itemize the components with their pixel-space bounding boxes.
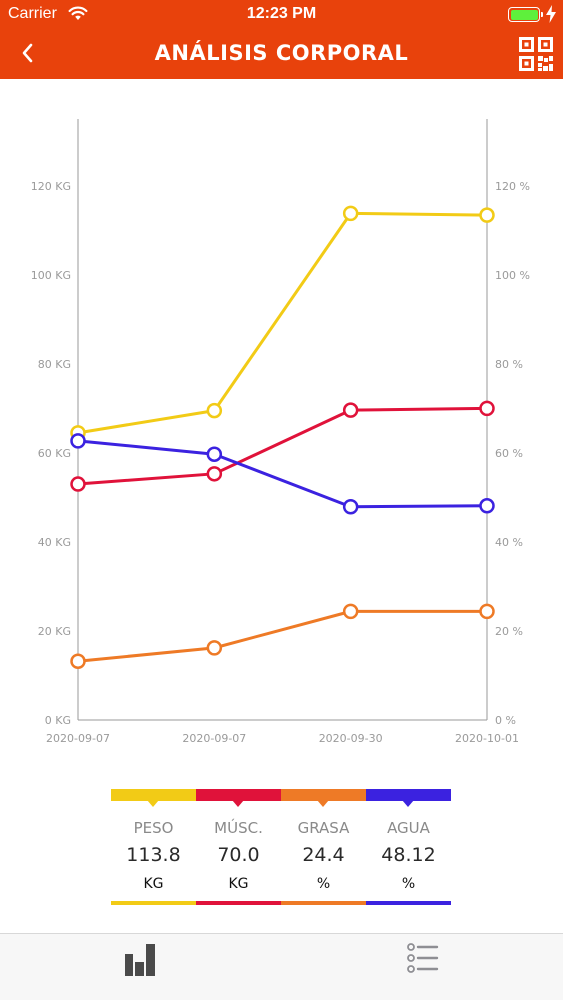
data-point-peso xyxy=(479,207,495,223)
left-axis-tick-label: 80 KG xyxy=(38,358,71,371)
series-line-agua xyxy=(77,439,488,509)
left-axis-tick-label: 120 KG xyxy=(31,180,71,193)
list-icon xyxy=(406,943,438,973)
right-axis-tick-label: 40 % xyxy=(495,536,523,549)
x-axis-tick-label: 2020-09-07 xyxy=(46,732,110,745)
legend-underline-peso xyxy=(111,901,196,905)
left-axis-tick-label: 40 KG xyxy=(38,536,71,549)
tab-bar xyxy=(0,933,563,1000)
x-axis-tick-label: 2020-09-07 xyxy=(182,732,246,745)
legend-unit: KG xyxy=(143,876,164,892)
data-point-grasa xyxy=(342,603,359,620)
legend-notch-musc xyxy=(232,800,244,807)
body-analysis-chart: 0 KG 20 KG 40 KG 60 KG 80 KG 100 KG 120 KG 0 % 2… xyxy=(0,79,563,779)
chevron-left-icon xyxy=(22,43,33,63)
battery-tip xyxy=(541,12,543,17)
page-title: ANÁLISIS CORPORAL xyxy=(154,41,409,65)
legend-unit: % xyxy=(316,876,331,892)
right-axis-tick-label: 120 % xyxy=(495,180,530,193)
legend-swatch-peso xyxy=(111,789,196,801)
legend-item-agua[interactable]: AGUA 48.12 % xyxy=(366,789,451,905)
wifi-icon xyxy=(68,6,88,26)
legend-name: MÚSC. xyxy=(214,819,263,837)
legend-notch-grasa xyxy=(317,800,329,807)
legend-notch-agua xyxy=(402,800,414,807)
legend-item-peso[interactable]: PESO 113.8 KG xyxy=(111,789,196,905)
legend-value: 70.0 xyxy=(217,844,260,866)
data-point-msc xyxy=(206,466,223,482)
legend-unit: KG xyxy=(228,876,249,892)
legend-value: 48.12 xyxy=(381,844,436,866)
series-line-msc xyxy=(77,406,488,486)
data-point-agua xyxy=(342,499,359,515)
data-point-agua xyxy=(70,433,86,449)
series-line-peso xyxy=(77,211,488,435)
left-axis-tick-label: 60 KG xyxy=(38,447,71,460)
left-axis-tick-label: 20 KG xyxy=(38,625,71,638)
right-axis-tick-label: 20 % xyxy=(495,625,523,638)
right-axis-tick-label: 100 % xyxy=(495,269,530,282)
carrier-label: Carrier xyxy=(8,5,57,22)
qr-code-button[interactable] xyxy=(518,36,554,72)
clock-time: 12:23 PM xyxy=(246,5,317,22)
status-bar: Carrier 12:23 PM xyxy=(0,0,563,30)
legend-swatch-grasa xyxy=(281,789,366,801)
right-axis-tick-label: 60 % xyxy=(495,447,523,460)
line-chart: 0 KG 20 KG 40 KG 60 KG 80 KG 100 KG 120 KG 0 % 2… xyxy=(31,119,530,745)
data-point-msc xyxy=(70,476,86,492)
legend-swatch-agua xyxy=(366,789,451,801)
bar-chart-icon xyxy=(124,944,155,976)
legend-underline-musc xyxy=(196,901,281,905)
legend-value: 24.4 xyxy=(302,844,345,866)
data-point-grasa xyxy=(70,653,86,669)
x-axis-tick-label: 2020-10-01 xyxy=(455,732,519,745)
charging-bolt-icon xyxy=(546,5,556,28)
legend-unit: % xyxy=(401,876,416,892)
left-axis-tick-label: 0 KG xyxy=(45,714,71,727)
data-point-msc xyxy=(342,402,359,418)
header: Carrier 12:23 PM ANÁLISIS CORPORAL xyxy=(0,0,563,79)
x-axis-tick-label: 2020-09-30 xyxy=(319,732,383,745)
legend-item-grasa[interactable]: GRASA 24.4 % xyxy=(281,789,366,905)
legend-notch-peso xyxy=(147,800,159,807)
data-point-peso xyxy=(206,402,223,419)
legend-name: GRASA xyxy=(297,819,350,837)
navigation-bar: ANÁLISIS CORPORAL xyxy=(0,30,563,79)
legend-name: PESO xyxy=(133,819,174,837)
legend-underline-agua xyxy=(366,901,451,905)
qr-code-icon xyxy=(519,37,553,71)
back-button[interactable] xyxy=(12,38,42,68)
data-point-agua xyxy=(206,446,223,462)
battery-icon xyxy=(508,7,540,22)
legend-item-musc[interactable]: MÚSC. 70.0 KG xyxy=(196,789,281,905)
legend-underline-grasa xyxy=(281,901,366,905)
data-point-peso xyxy=(342,205,359,222)
data-point-msc xyxy=(479,400,495,417)
legend-swatch-musc xyxy=(196,789,281,801)
legend-value: 113.8 xyxy=(126,844,181,866)
data-point-grasa xyxy=(479,603,495,620)
tab-list[interactable] xyxy=(282,934,563,1000)
legend: PESO 113.8 KG MÚSC. 70.0 KG GRASA 24.4 %… xyxy=(111,789,451,905)
right-axis-tick-label: 80 % xyxy=(495,358,523,371)
data-point-agua xyxy=(479,498,495,514)
right-axis-tick-label: 0 % xyxy=(495,714,516,727)
legend-name: AGUA xyxy=(387,819,430,837)
tab-chart[interactable] xyxy=(0,934,281,1000)
left-axis-tick-label: 100 KG xyxy=(31,269,71,282)
series-line-grasa xyxy=(77,609,487,663)
data-point-grasa xyxy=(206,640,223,656)
